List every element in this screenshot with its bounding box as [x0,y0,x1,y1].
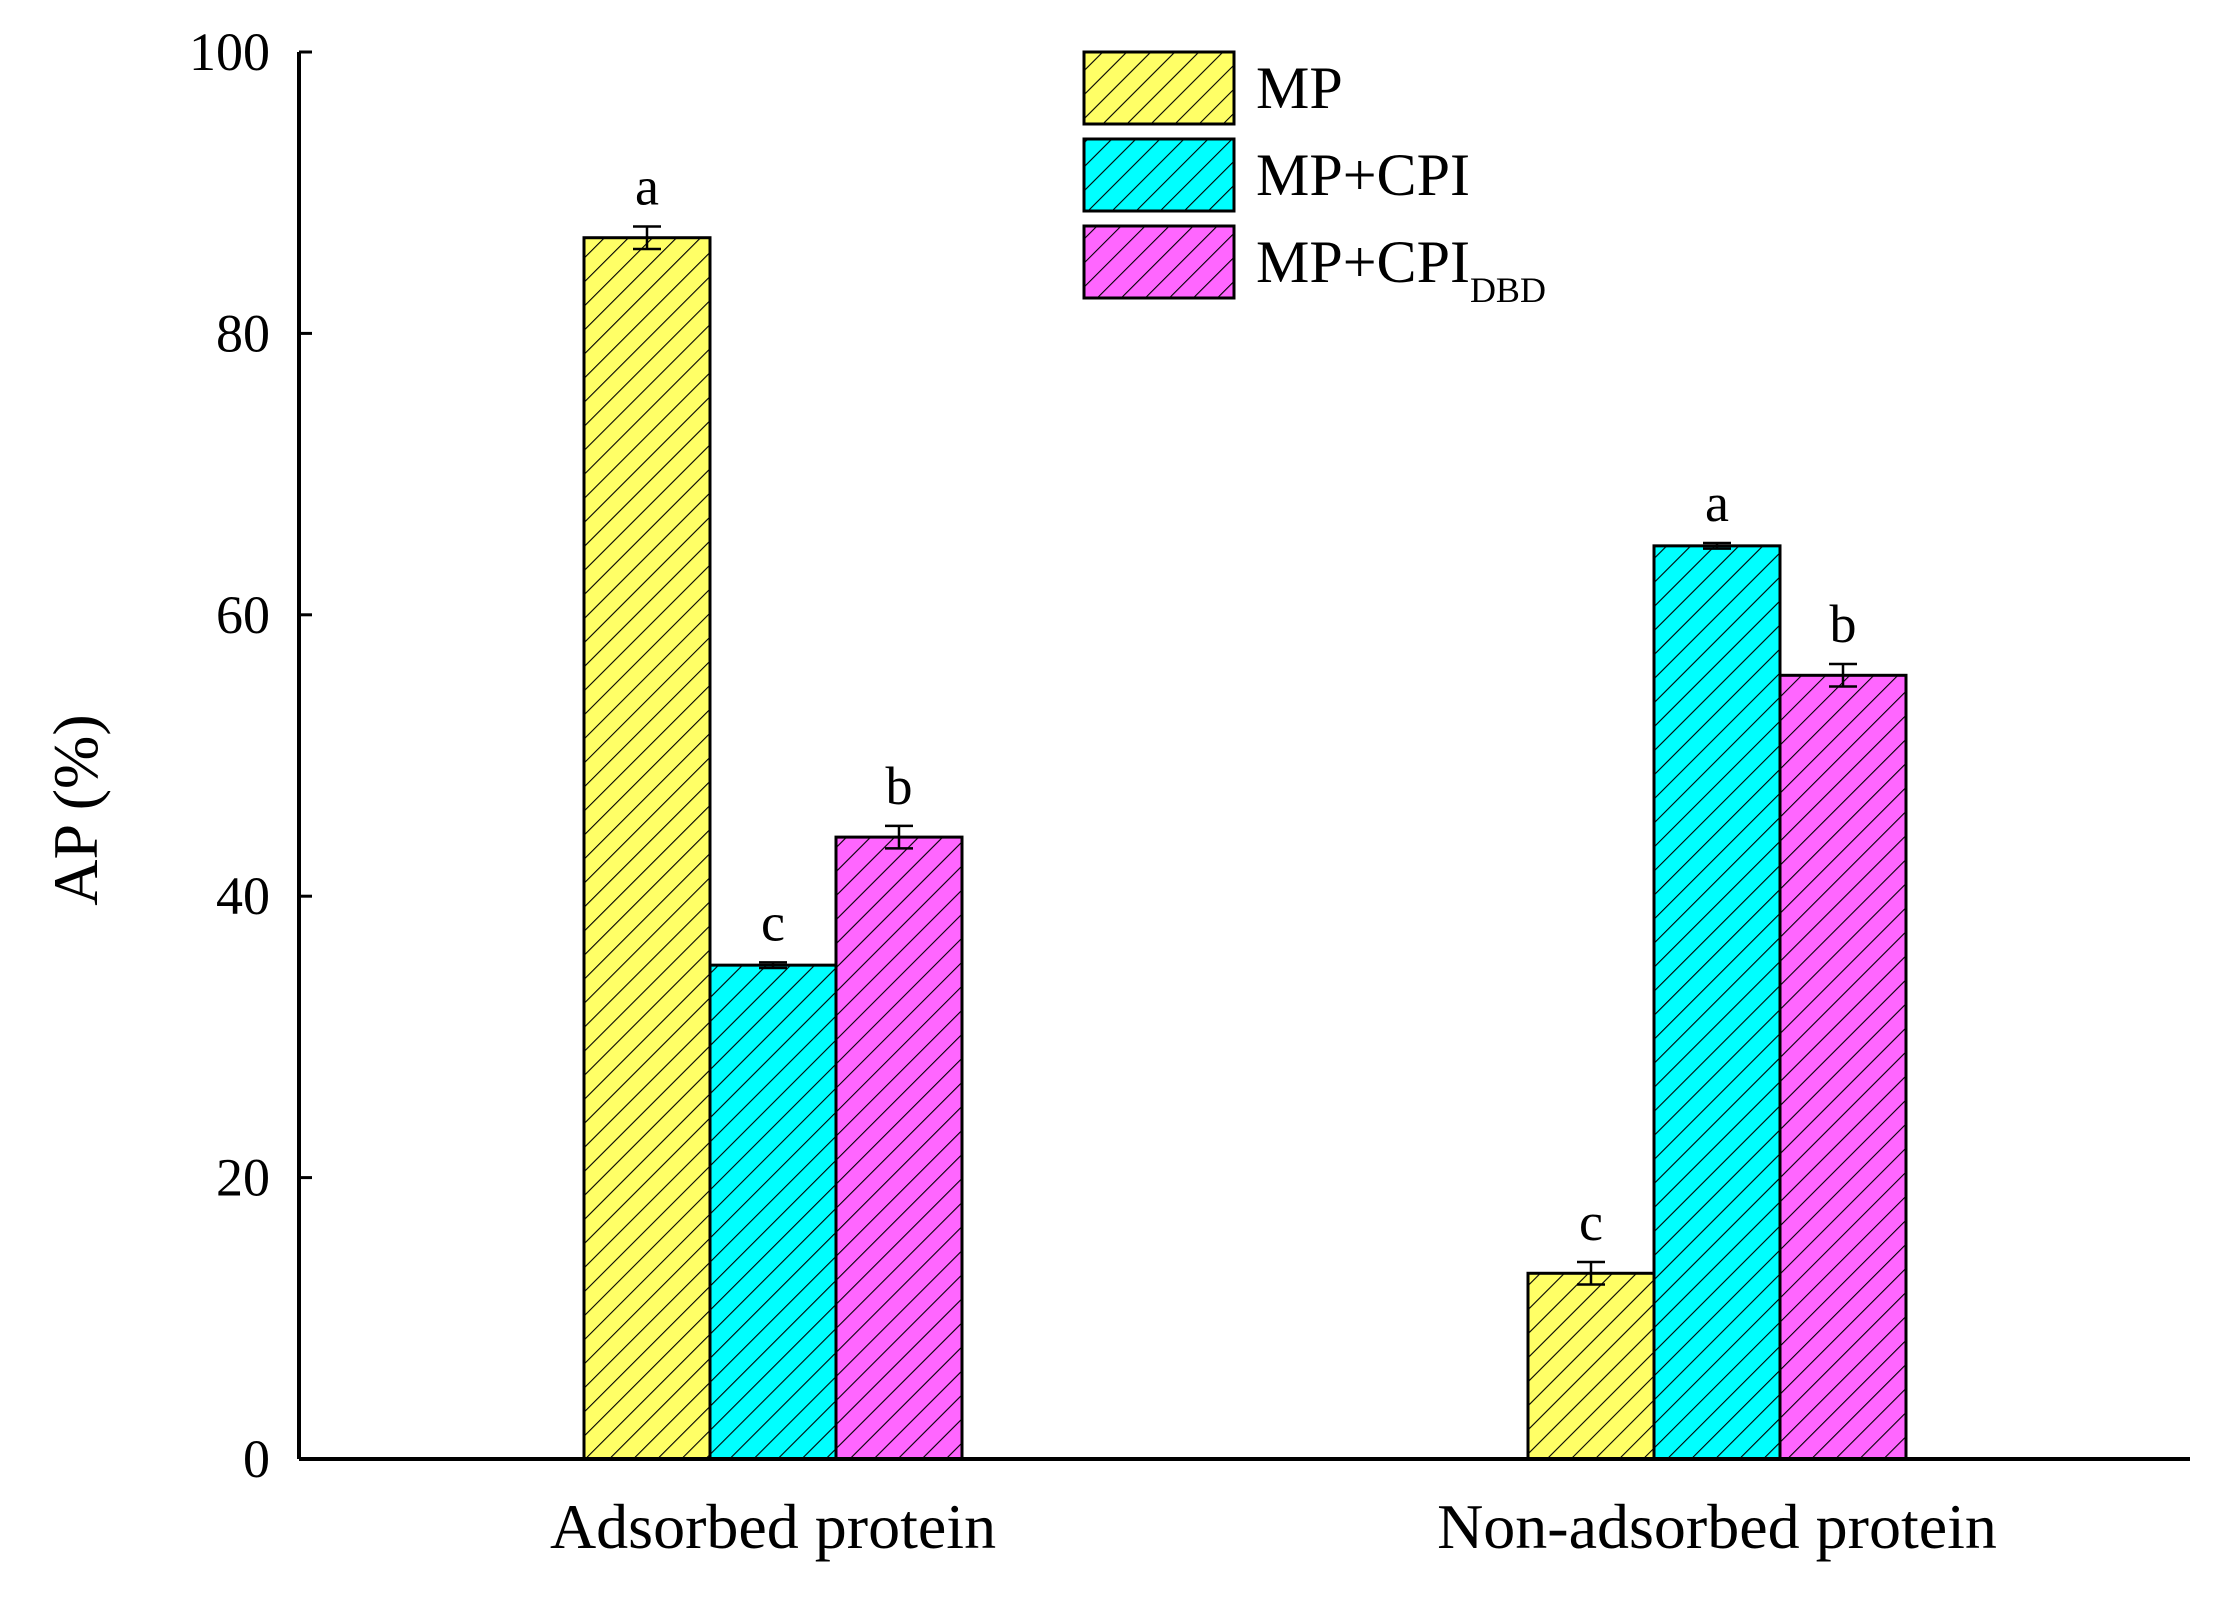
bar-mp-adsorbed-protein [582,236,712,1461]
bar-mp-cpi-dbd-non-adsorbed-protein [1778,673,1908,1461]
legend-swatch [1082,50,1236,126]
significance-letter: c [1579,1192,1603,1252]
x-tick-label-non-adsorbed-protein: Non-adsorbed protein [1437,1491,1997,1562]
y-tick-label: 100 [189,22,270,82]
bar-mp-non-adsorbed-protein [1526,1271,1656,1461]
legend-swatch [1082,224,1236,300]
error-bar-mp-cpi-adsorbed-protein [759,961,787,970]
significance-letter: b [1830,594,1857,654]
y-tick-label: 40 [216,866,270,926]
legend-item-mp-cpi: MP+CPI [1082,137,1470,213]
significance-letter: c [761,892,785,952]
legend-label: MP+CPIDBD [1256,229,1546,310]
significance-letter: a [1705,473,1729,533]
error-bar-mp-cpi-dbd-non-adsorbed-protein [1829,662,1857,688]
error-bar-mp-cpi-dbd-adsorbed-protein [885,824,913,850]
y-tick-label: 60 [216,585,270,645]
legend-label: MP [1256,55,1343,121]
x-axis-category-labels: Adsorbed protein Non-adsorbed protein [550,1491,1997,1562]
y-tick-label: 80 [216,303,270,363]
error-bar-mp-adsorbed-protein [633,225,661,251]
bar-mp-cpi-non-adsorbed-protein [1652,544,1782,1461]
legend: MP MP+CPI MP+CPIDBD [1082,50,1546,310]
y-axis-label: AP (%) [40,714,111,905]
x-tick-label-adsorbed-protein: Adsorbed protein [550,1491,996,1562]
y-axis-ticks: 0 20 40 60 80 100 [189,22,312,1489]
error-bar-mp-non-adsorbed-protein [1577,1260,1605,1286]
bar-mp-cpi-dbd-adsorbed-protein [834,835,964,1461]
legend-item-mp-cpi-dbd: MP+CPIDBD [1082,224,1546,310]
legend-label-subscript: DBD [1470,270,1546,310]
legend-label: MP+CPI [1256,142,1470,208]
significance-letter: b [886,756,913,816]
legend-item-mp: MP [1082,50,1343,126]
bar-mp-cpi-adsorbed-protein [708,963,838,1461]
y-tick-label: 20 [216,1148,270,1208]
plot-area: a c b c a b [582,156,1908,1461]
error-bar-mp-cpi-non-adsorbed-protein [1703,541,1731,550]
y-tick-label: 0 [243,1429,270,1489]
significance-letter: a [635,156,659,216]
legend-swatch [1082,137,1236,213]
